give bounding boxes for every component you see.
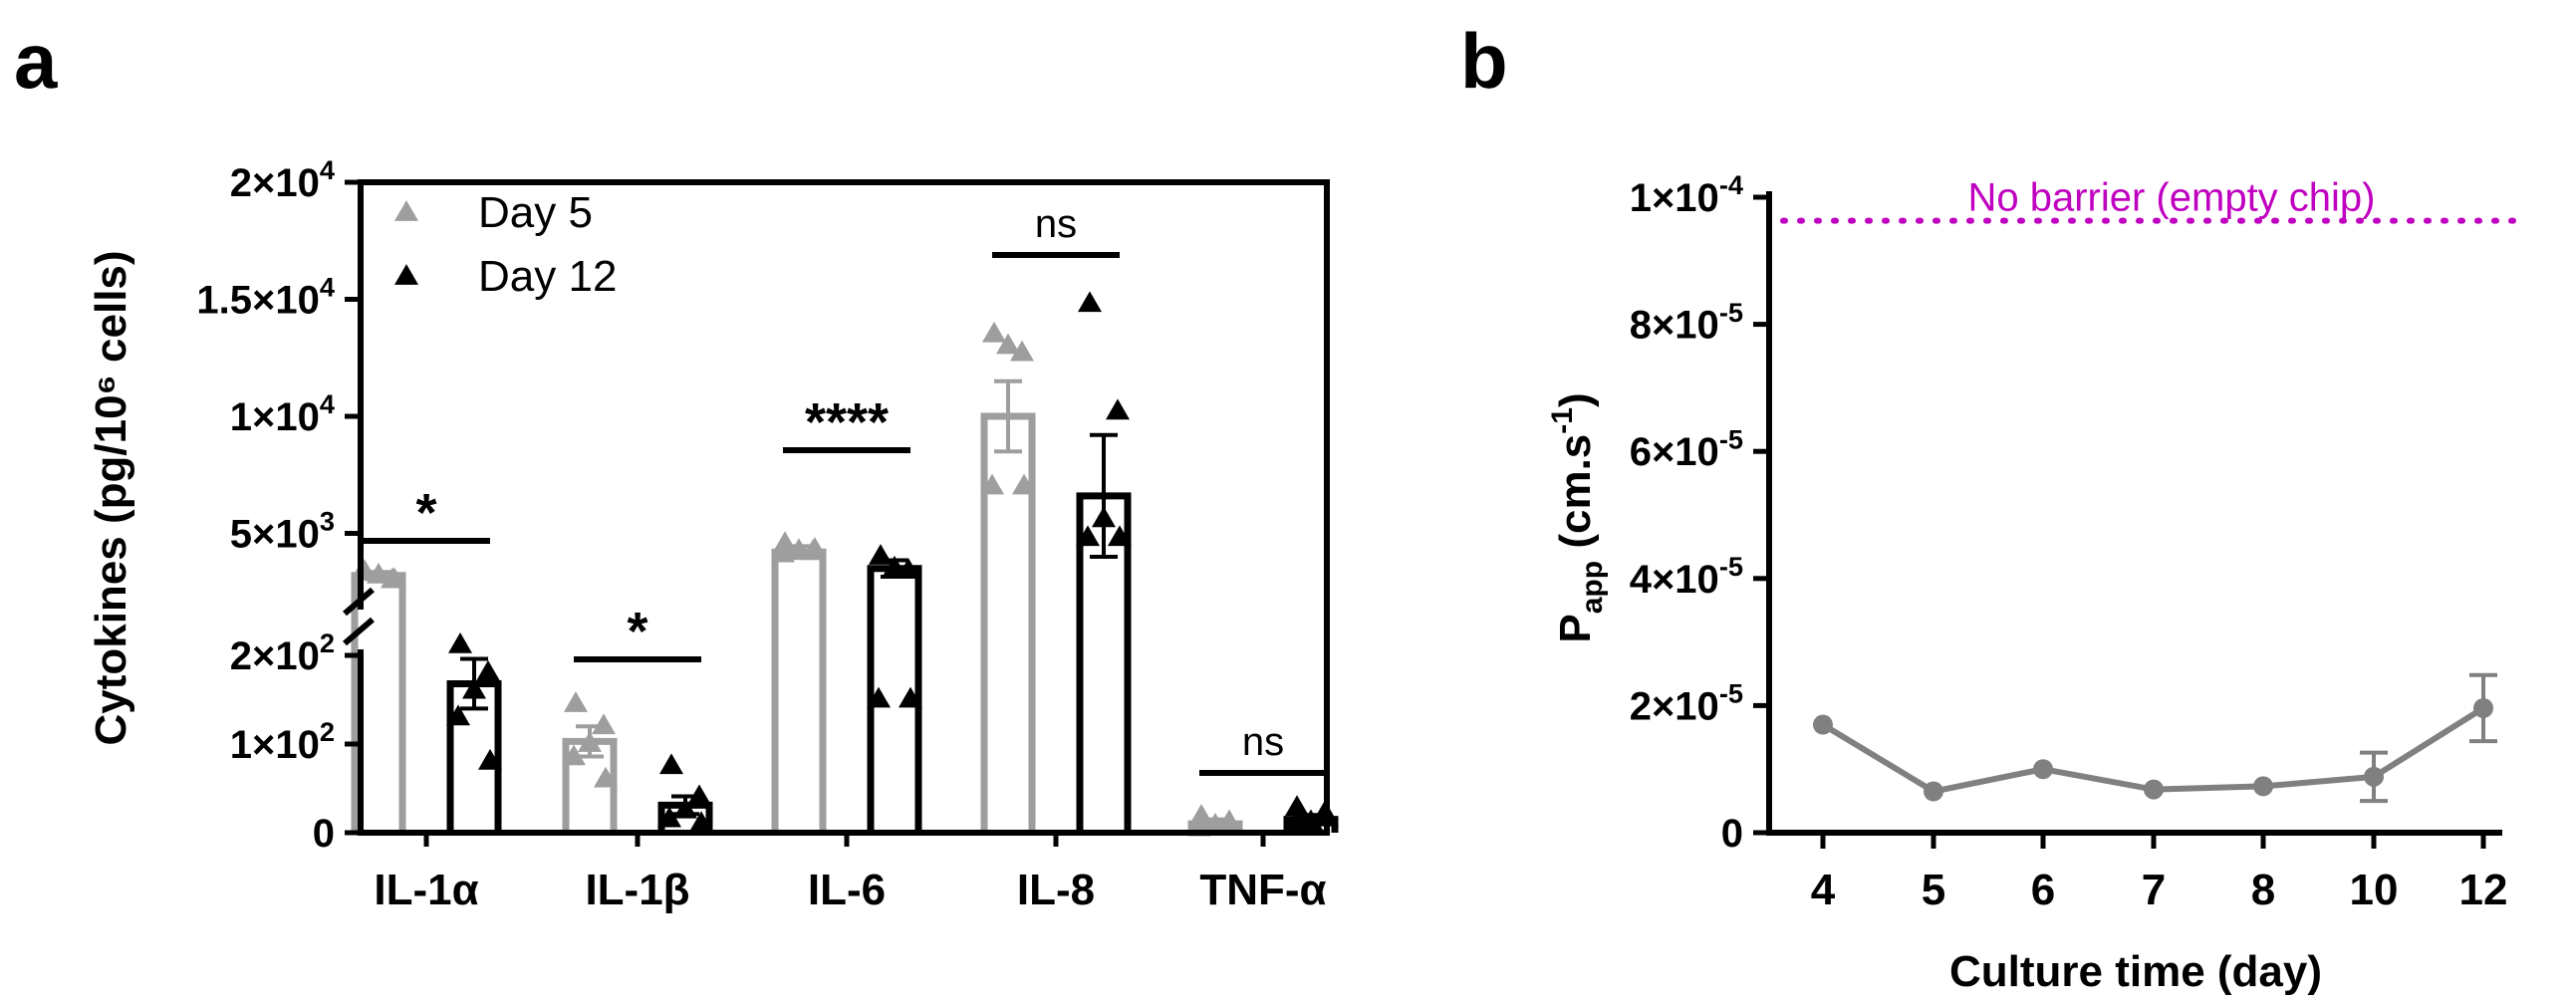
data-point <box>564 691 588 712</box>
data-point <box>787 538 811 560</box>
y-tick-label: 0 <box>1721 812 1743 856</box>
x-tick-label: 7 <box>2142 866 2166 914</box>
y-tick-label: 1×10-4 <box>1630 169 1743 220</box>
data-point <box>996 333 1020 355</box>
data-point <box>1285 795 1309 816</box>
data-point <box>1012 473 1036 495</box>
data-point <box>2144 779 2164 800</box>
data-point <box>657 806 681 828</box>
data-point <box>771 541 795 563</box>
data-point <box>2253 776 2273 797</box>
data-point <box>1203 813 1227 834</box>
axis-break-mark <box>343 617 375 646</box>
x-tick-label: 4 <box>1811 866 1836 914</box>
data-point <box>448 631 472 653</box>
legend-label: Day 5 <box>478 188 593 237</box>
legend-label: Day 12 <box>478 252 617 301</box>
data-point <box>1010 340 1034 362</box>
significance-label: ns <box>1242 720 1284 764</box>
significance-label: * <box>627 602 647 661</box>
data-point <box>562 744 586 766</box>
chart-a: 0 1×102 2×102 5×103 1×104 1.5×104 2×104 IL-1α IL… <box>87 154 1339 914</box>
x-tick-label: IL-8 <box>1017 866 1095 914</box>
data-point <box>592 713 616 735</box>
data-point <box>383 567 406 589</box>
y-tick-label: 2×102 <box>230 628 335 678</box>
data-point <box>1108 525 1132 547</box>
data-point <box>1092 506 1116 528</box>
y-tick-label: 8×10-5 <box>1630 297 1743 348</box>
data-point <box>1924 781 1943 802</box>
legend-marker <box>394 200 418 221</box>
data-point <box>1283 813 1307 834</box>
data-point <box>673 797 697 819</box>
y-axis-label: Papp (cm.s-1) <box>1546 392 1609 642</box>
y-tick-label: 4×10-5 <box>1630 551 1743 602</box>
panel-label-a: a <box>14 17 58 105</box>
data-point <box>478 748 502 770</box>
chart-b: 0 2×10-5 4×10-5 6×10-5 8×10-5 1×10-4 4 5 6 7 8 10 12… <box>1546 169 2521 996</box>
data-point <box>803 537 827 558</box>
data-point <box>899 686 922 708</box>
data-point <box>2473 697 2493 718</box>
data-point <box>1813 714 1833 735</box>
data-point <box>446 704 470 726</box>
data-point <box>867 686 891 708</box>
y-tick-label: 2×104 <box>230 154 335 205</box>
series-line <box>1821 705 2485 795</box>
data-point <box>1076 525 1100 547</box>
y-tick-label: 2×10-5 <box>1630 678 1743 729</box>
data-point <box>1078 291 1102 313</box>
y-tick-label: 1×102 <box>230 716 335 767</box>
data-point <box>476 659 500 681</box>
legend-marker <box>394 264 418 285</box>
x-tick-label: IL-1β <box>585 866 689 914</box>
data-point <box>883 555 906 577</box>
y-tick-label: 1.5×104 <box>196 272 335 323</box>
x-tick-label: 6 <box>2031 866 2055 914</box>
panel-label-b: b <box>1460 17 1508 105</box>
x-tick-label: 8 <box>2251 866 2275 914</box>
significance-label: * <box>415 483 436 543</box>
x-tick-label: IL-1α <box>374 866 478 914</box>
y-axis-label: Cytokines (pg/10⁶ cells) <box>87 250 135 745</box>
data-point <box>869 544 893 565</box>
data-point <box>980 473 1004 495</box>
data-point <box>1189 804 1213 825</box>
x-tick-label: IL-6 <box>808 866 886 914</box>
data-point <box>1106 398 1130 420</box>
data-point <box>578 731 602 752</box>
data-point <box>982 321 1006 343</box>
data-point <box>462 677 486 699</box>
x-tick-label: TNF-α <box>1199 866 1326 914</box>
bar <box>771 548 827 833</box>
data-point <box>2033 759 2053 780</box>
x-tick-label: 10 <box>2350 866 2399 914</box>
data-point <box>594 766 618 788</box>
reference-line-label: No barrier (empty chip) <box>1967 176 2375 220</box>
data-point <box>2364 766 2384 787</box>
significance-label: ns <box>1035 202 1077 246</box>
x-axis-label: Culture time (day) <box>1949 947 2322 996</box>
y-tick-label: 1×104 <box>230 388 335 439</box>
x-tick-label: 12 <box>2459 866 2508 914</box>
data-point <box>773 531 797 552</box>
x-tick-label: 5 <box>1922 866 1945 914</box>
significance-label: **** <box>805 392 889 452</box>
data-point <box>689 811 713 832</box>
y-tick-label: 5×103 <box>230 506 335 557</box>
axis-break-mark <box>343 587 375 617</box>
y-tick-label: 0 <box>313 812 335 856</box>
data-point <box>687 784 711 806</box>
y-tick-label: 6×10-5 <box>1630 423 1743 474</box>
data-point <box>659 753 683 775</box>
